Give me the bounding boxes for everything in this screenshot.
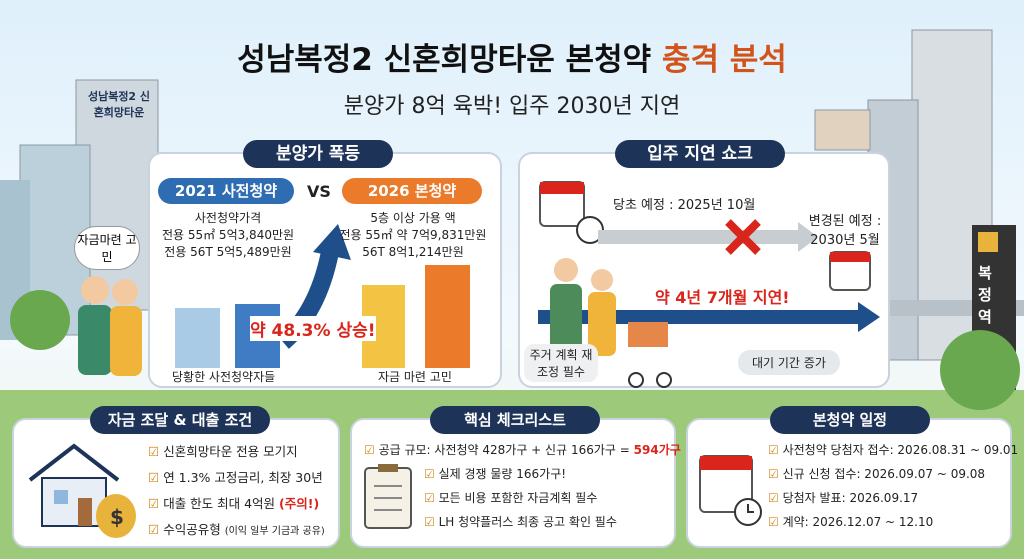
list-item: 모든 비용 포함한 자금계획 필수 [424, 489, 681, 506]
panel-title: 자금 조달 & 대출 조건 [90, 406, 270, 434]
original-date: 당초 예정 : 2025년 10월 [613, 198, 756, 213]
list-item: 수익공유형 (이익 일부 기금과 공유) [148, 519, 325, 538]
note: (이익 일부 기금과 공유) [224, 526, 325, 537]
panel-title: 핵심 체크리스트 [430, 406, 600, 434]
delay-label: 약 4년 7개월 지연! [655, 288, 790, 307]
list-item: 계약: 2026.12.07 ~ 12.10 [768, 513, 1018, 530]
list-item: 대출 한도 최대 4억원 (주의!) [148, 493, 325, 512]
svg-text:$: $ [110, 505, 124, 529]
delay-art [538, 181, 880, 388]
list-item: 사전청약 당첨자 접수: 2026.08.31 ~ 09.01 [768, 441, 1019, 458]
caption: 당황한 사전청약자들 [172, 370, 276, 384]
vs: VS [307, 182, 331, 201]
text: 56T 8억1,214만원 [362, 245, 464, 259]
title-highlight: 충격 분석 [661, 42, 787, 78]
title-main: 성남복정2 신혼희망타운 본청약 [237, 42, 652, 78]
speech-bubble: 주거 계획 재조정 필수 [524, 344, 598, 382]
panel-title: 분양가 폭등 [243, 140, 393, 168]
building-sign: 성남복정2 신혼희망타운 [87, 90, 151, 119]
changed-date: 변경된 예정 : 2030년 5월 [808, 214, 882, 248]
speech-bubble: 자금마련 고민 [74, 226, 140, 270]
tag: 2026 본청약 [342, 178, 482, 204]
list-item: 실제 경쟁 물량 166가구! [424, 465, 681, 482]
text: 전용 55㎡ 약 7억9,831만원 [339, 228, 487, 242]
list-item: 공급 규모: 사전청약 428가구 + 신규 166가구 = 594가구 [364, 441, 681, 458]
text: 전용 55㎡ 5억3,840만원 [161, 228, 295, 242]
list-item: 당첨자 발표: 2026.09.17 [768, 489, 1018, 506]
checklist-list: 공급 규모: 사전청약 428가구 + 신규 166가구 = 594가구 실제 … [364, 441, 681, 537]
text: 대출 한도 최대 4억원 [163, 496, 276, 511]
text: 수익공유형 [163, 522, 221, 537]
wait-label: 대기 기간 증가 [738, 350, 840, 375]
finance-list: 신혼희망타운 전용 모기지 연 1.3% 고정금리, 최장 30년 대출 한도 … [148, 441, 325, 545]
highlight: 594가구 [633, 443, 681, 457]
calendar-icon [699, 455, 762, 526]
subtitle: 분양가 8억 육박! 입주 2030년 지연 [343, 94, 681, 119]
text: 사전청약가격 [194, 211, 262, 225]
text: 공급 규모: 사전청약 428가구 + 신규 166가구 = [378, 443, 630, 457]
title: 성남복정2 신혼희망타운 본청약 충격 분석 [0, 34, 1024, 79]
list-item: 신규 신청 접수: 2026.09.07 ~ 09.08 [768, 465, 1018, 482]
station-sign: 복정역 [978, 264, 992, 326]
panel-title: 본청약 일정 [770, 406, 930, 434]
list-item: 연 1.3% 고정금리, 최장 30년 [148, 467, 325, 486]
clipboard-icon [364, 464, 412, 529]
rise-label: 약 48.3% 상승! [250, 316, 376, 341]
warning: (주의!) [279, 496, 320, 511]
text: 5층 이상 가용 액 [370, 211, 456, 225]
tag: 2021 사전청약 [158, 178, 294, 204]
list-item: LH 청약플러스 최종 공고 확인 필수 [424, 513, 681, 530]
panel-title: 입주 지연 쇼크 [615, 140, 785, 168]
schedule-list: 사전청약 당첨자 접수: 2026.08.31 ~ 09.01 신규 신청 접수… [768, 441, 1019, 537]
list-item: 신혼희망타운 전용 모기지 [148, 441, 325, 460]
caption: 자금 마련 고민 [378, 370, 452, 384]
house-icon: $ [28, 443, 136, 538]
text: 전용 56T 5억5,489만원 [164, 245, 292, 259]
